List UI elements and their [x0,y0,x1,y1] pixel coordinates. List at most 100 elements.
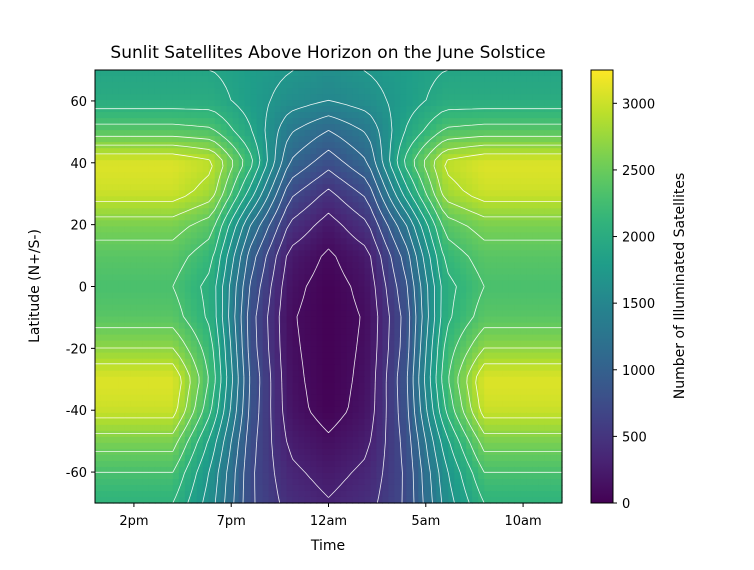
heatmap-cell [454,100,461,107]
heatmap-cell [160,322,168,330]
heatmap-cell [298,148,306,155]
heatmap-cell [412,364,419,372]
heatmap-cell [328,160,336,167]
heatmap-cell [406,346,413,354]
heatmap-cell [352,226,360,233]
heatmap-cell [196,286,204,294]
heatmap-cell [532,412,539,420]
heatmap-cell [202,244,210,252]
heatmap-cell [454,322,461,330]
heatmap-cell [292,376,300,384]
heatmap-cell [142,274,150,282]
heatmap-cell [538,196,545,203]
heatmap-cell [130,406,138,414]
heatmap-cell [502,298,509,306]
heatmap-cell [340,244,348,252]
heatmap-cell [514,370,521,378]
heatmap-cell [490,202,497,209]
heatmap-cell [436,412,443,420]
heatmap-cell [106,184,114,191]
heatmap-cell [298,184,306,191]
heatmap-cell [358,130,366,137]
heatmap-cell [496,370,503,378]
heatmap-cell [160,166,168,173]
heatmap-cell [334,442,342,450]
heatmap-cell [118,388,126,396]
heatmap-cell [400,154,407,161]
heatmap-cell [526,292,533,300]
heatmap-cell [316,160,324,167]
heatmap-cell [520,250,527,258]
heatmap-cell [400,322,407,330]
heatmap-cell [484,424,491,432]
heatmap-cell [538,148,545,155]
heatmap-cell [346,262,354,270]
heatmap-cell [430,334,437,342]
heatmap-cell [316,448,324,456]
heatmap-cell [346,142,354,149]
heatmap-cell [442,430,449,438]
heatmap-cell [118,238,126,245]
heatmap-cell [112,148,120,155]
heatmap-cell [106,400,114,408]
heatmap-cell [520,160,527,167]
heatmap-cell [136,418,144,426]
heatmap-cell [244,70,252,77]
heatmap-cell [166,244,174,252]
heatmap-cell [430,304,437,312]
heatmap-cell [406,442,413,450]
heatmap-cell [394,412,401,420]
heatmap-cell [262,112,270,119]
heatmap-cell [118,148,126,155]
heatmap-cell [106,412,114,420]
heatmap-cell [112,286,120,294]
heatmap-cell [154,226,162,233]
heatmap-cell [112,202,120,209]
heatmap-cell [286,118,294,125]
heatmap-cell [178,202,186,209]
heatmap-cell [310,82,318,89]
heatmap-cell [508,376,515,384]
heatmap-cell [130,178,138,185]
heatmap-cell [454,136,461,143]
heatmap-cell [466,376,473,384]
heatmap-cell [202,358,210,366]
heatmap-cell [550,310,557,318]
heatmap-cell [544,166,551,173]
heatmap-cell [214,202,222,209]
heatmap-cell [514,94,521,101]
heatmap-cell [478,352,485,360]
heatmap-cell [244,100,252,107]
heatmap-cell [424,94,431,101]
heatmap-cell [550,154,557,161]
heatmap-cell [478,196,485,203]
heatmap-cell [334,100,342,107]
heatmap-cell [436,196,443,203]
heatmap-cell [346,256,354,264]
heatmap-cell [388,166,395,173]
heatmap-cell [538,304,545,312]
heatmap-cell [532,88,539,95]
heatmap-cell [178,436,186,444]
heatmap-cell [538,412,545,420]
heatmap-cell [472,244,479,252]
heatmap-cell [202,88,210,95]
heatmap-cell [184,94,192,101]
heatmap-cell [316,250,324,258]
heatmap-cell [124,442,132,450]
heatmap-cell [214,124,222,131]
heatmap-cell [274,334,282,342]
heatmap-cell [100,280,108,288]
heatmap-cell [544,286,551,294]
heatmap-cell [526,376,533,384]
heatmap-cell [424,382,431,390]
heatmap-cell [466,448,473,456]
heatmap-cell [196,244,204,252]
heatmap-cell [334,322,342,330]
heatmap-cell [196,70,204,77]
heatmap-cell [250,448,258,456]
heatmap-cell [478,322,485,330]
heatmap-cell [196,316,204,324]
heatmap-cell [100,70,108,77]
heatmap-cell [112,214,120,221]
